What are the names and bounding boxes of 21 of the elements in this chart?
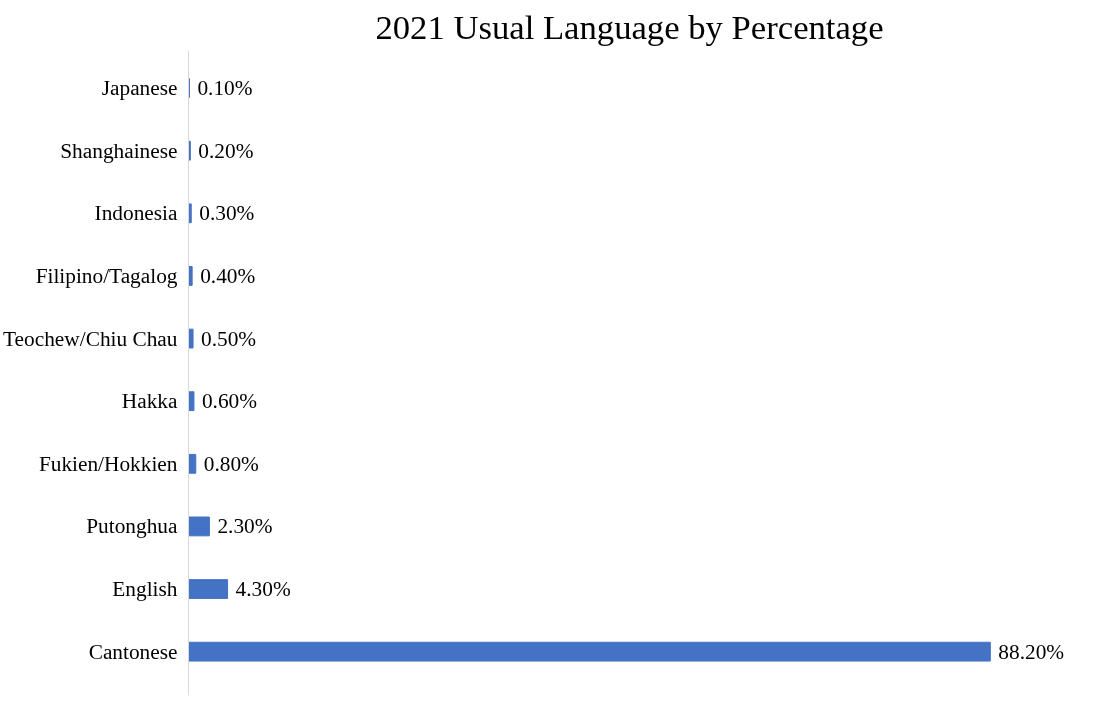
y-tick-label: Shanghainese — [60, 138, 178, 163]
y-tick-label: Hakka — [121, 389, 179, 414]
data-label: 0.10% — [197, 76, 253, 101]
y-tick-label: Cantonese — [88, 639, 178, 664]
chart-title: 2021 Usual Language by Percentage — [375, 7, 884, 46]
data-label: 0.40% — [200, 263, 256, 288]
y-tick-label: English — [112, 577, 178, 602]
y-tick-label: Fukien/Hokkien — [38, 451, 178, 476]
y-tick-label: Filipino/Tagalog — [35, 263, 178, 288]
y-tick-label: Putonghua — [86, 514, 179, 539]
data-label: 0.30% — [199, 201, 255, 226]
y-tick-label: Indonesia — [94, 201, 179, 226]
y-tick-label: Teochew/Chiu Chau — [3, 326, 178, 351]
data-label: 4.30% — [235, 577, 291, 602]
y-tick-label: Japanese — [101, 76, 178, 101]
data-label: 0.60% — [201, 389, 258, 414]
data-label: 0.80% — [203, 451, 260, 476]
data-label: 88.20% — [998, 639, 1065, 664]
data-label: 0.20% — [198, 138, 254, 163]
data-label: 2.30% — [217, 514, 273, 539]
data-label: 0.50% — [201, 326, 257, 351]
